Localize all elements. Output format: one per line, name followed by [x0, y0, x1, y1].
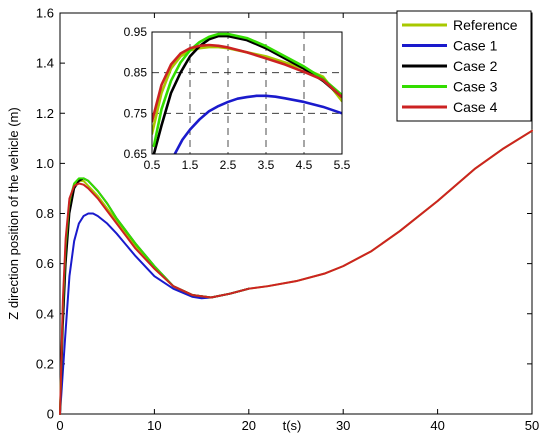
- legend-items: Reference Case 1 Case 2 Case 3 Case 4: [402, 17, 518, 115]
- main-y-tick-label: 1.2: [36, 106, 54, 121]
- legend-label-case-3: Case 3: [453, 79, 498, 95]
- main-y-axis-label: Z direction position of the vehicle (m): [6, 107, 21, 319]
- inset-series-case-4: [152, 43, 342, 123]
- inset-series: [152, 32, 342, 154]
- legend-label-case-1: Case 1: [453, 38, 498, 54]
- main-y-tick-label: 0.2: [36, 356, 54, 371]
- inset-x-tick-label: 2.5: [220, 158, 237, 172]
- main-x-tick-label: 10: [147, 418, 161, 433]
- inset-y-tick-label: 0.75: [124, 106, 148, 120]
- main-y-tick-label: 0.4: [36, 306, 54, 321]
- main-series-case-1: [59, 212, 250, 415]
- inset-x-ticks: 0.5 1.5 2.5 3.5 4.5 5.5: [144, 158, 351, 172]
- main-series-case-4: [59, 129, 533, 415]
- legend-label-reference: Reference: [453, 17, 518, 33]
- inset-series-case-3: [152, 32, 342, 148]
- inset-background: [152, 32, 342, 154]
- legend-label-case-2: Case 2: [453, 58, 498, 74]
- legend-label-case-4: Case 4: [453, 99, 498, 115]
- main-plot: 0 10 20 30 40 50 0 0.2 0.4 0.6 0.8 1.0 1.2 1.4 1.6 t(…: [6, 6, 539, 434]
- main-x-tick-label: 40: [430, 418, 444, 433]
- main-y-tick-label: 0: [47, 407, 54, 422]
- main-y-tick-label: 0.6: [36, 256, 54, 271]
- inset-frame: [151, 31, 343, 155]
- inset-series-case-1: [173, 94, 342, 154]
- main-series: [59, 129, 533, 415]
- main-x-tick-label: 50: [525, 418, 539, 433]
- main-y-tick-label: 1.6: [36, 6, 54, 21]
- main-y-tick-label: 0.8: [36, 206, 54, 221]
- main-x-tick-label: 30: [336, 418, 350, 433]
- main-y-ticks: 0 0.2 0.4 0.6 0.8 1.0 1.2 1.4 1.6: [36, 6, 532, 422]
- main-x-axis-label: t(s): [283, 418, 302, 433]
- inset-x-tick-label: 4.5: [296, 158, 313, 172]
- inset-x-tick-label: 5.5: [334, 158, 351, 172]
- inset-y-tick-label: 0.65: [124, 147, 148, 161]
- legend: Reference Case 1 Case 2 Case 3 Case 4: [396, 10, 532, 122]
- inset-y-ticks: 0.65 0.75 0.85 0.95: [124, 25, 148, 161]
- inset-y-tick-label: 0.85: [124, 66, 148, 80]
- inset-series-case-2: [152, 34, 342, 154]
- inset-y-tick-label: 0.95: [124, 25, 148, 39]
- inset-plot: 0.5 1.5 2.5 3.5 4.5 5.5 0.65 0.75 0.85 0.95: [124, 25, 351, 172]
- main-x-tick-label: 20: [242, 418, 256, 433]
- inset-x-tick-label: 1.5: [182, 158, 199, 172]
- main-y-tick-label: 1.4: [36, 56, 54, 71]
- inset-x-tick-label: 3.5: [258, 158, 275, 172]
- inset-x-tick-label: 0.5: [144, 158, 161, 172]
- main-y-tick-label: 1.0: [36, 156, 54, 171]
- main-x-ticks: 0 10 20 30 40 50: [56, 13, 539, 433]
- main-x-tick-label: 0: [56, 418, 63, 433]
